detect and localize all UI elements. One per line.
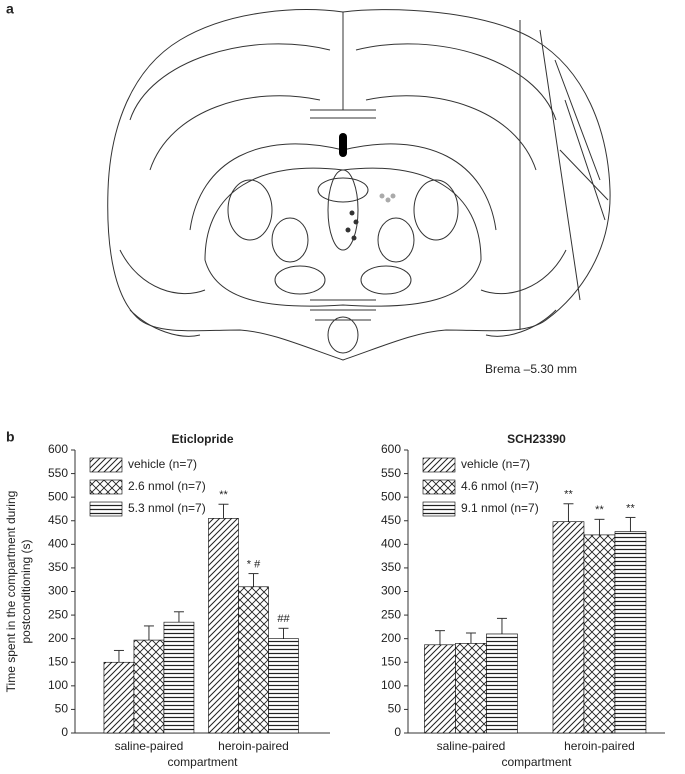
y-tick-label: 0 bbox=[61, 725, 68, 739]
legend-swatch bbox=[422, 457, 456, 473]
y-tick-label: 200 bbox=[48, 631, 68, 645]
y-tick-label: 300 bbox=[381, 584, 401, 598]
y-tick-label: 250 bbox=[48, 607, 68, 621]
chart-title: SCH23390 bbox=[507, 432, 566, 446]
x-tick-label: saline-paired bbox=[115, 739, 184, 753]
significance-label: * # bbox=[247, 558, 261, 570]
legend-label: 4.6 nmol (n=7) bbox=[461, 479, 539, 493]
x-axis-label: compartment bbox=[501, 755, 572, 769]
y-tick-label: 500 bbox=[48, 489, 68, 503]
bar bbox=[552, 521, 585, 734]
bar bbox=[455, 643, 487, 734]
chart-title: Eticlopride bbox=[171, 432, 233, 446]
y-tick-label: 450 bbox=[381, 513, 401, 527]
legend-label: 5.3 nmol (n=7) bbox=[128, 501, 206, 515]
significance-label: ## bbox=[277, 613, 290, 625]
significance-label: ** bbox=[564, 489, 573, 501]
y-tick-label: 400 bbox=[48, 537, 68, 551]
bar bbox=[268, 638, 299, 734]
legend-swatch bbox=[422, 501, 456, 517]
legend-swatch bbox=[89, 501, 123, 517]
bar bbox=[163, 621, 195, 734]
y-tick-label: 350 bbox=[381, 560, 401, 574]
bar bbox=[208, 518, 239, 734]
panel-label: b bbox=[6, 429, 15, 445]
x-axis-label: compartment bbox=[167, 755, 238, 769]
y-tick-label: 350 bbox=[48, 560, 68, 574]
y-tick-label: 300 bbox=[48, 584, 68, 598]
y-axis-label: Time spent in the compartment during bbox=[4, 491, 18, 693]
bar bbox=[103, 661, 135, 734]
y-tick-label: 550 bbox=[381, 466, 401, 480]
legend-swatch bbox=[89, 479, 123, 495]
y-tick-label: 600 bbox=[48, 442, 68, 456]
x-tick-label: heroin-paired bbox=[218, 739, 289, 753]
x-tick-label: heroin-paired bbox=[564, 739, 635, 753]
y-tick-label: 0 bbox=[394, 725, 401, 739]
y-tick-label: 50 bbox=[388, 702, 402, 716]
panel-label: a bbox=[6, 1, 14, 17]
y-tick-label: 550 bbox=[48, 466, 68, 480]
y-tick-label: 600 bbox=[381, 442, 401, 456]
y-tick-label: 200 bbox=[381, 631, 401, 645]
significance-label: ** bbox=[595, 504, 604, 516]
legend-label: 9.1 nmol (n=7) bbox=[461, 501, 539, 515]
y-tick-label: 500 bbox=[381, 489, 401, 503]
y-axis-label: postconditioning (s) bbox=[19, 539, 33, 643]
legend-label: 2.6 nmol (n=7) bbox=[128, 479, 206, 493]
y-tick-label: 150 bbox=[381, 654, 401, 668]
x-tick-label: saline-paired bbox=[437, 739, 506, 753]
bar bbox=[238, 586, 269, 734]
bar bbox=[424, 644, 456, 734]
bar bbox=[614, 531, 647, 734]
diagram-caption: Brema –5.30 mm bbox=[485, 362, 577, 376]
legend-label: vehicle (n=7) bbox=[461, 457, 530, 471]
y-tick-label: 100 bbox=[48, 678, 68, 692]
bar bbox=[133, 639, 165, 734]
y-tick-label: 450 bbox=[48, 513, 68, 527]
y-tick-label: 400 bbox=[381, 537, 401, 551]
legend-swatch bbox=[89, 457, 123, 473]
significance-label: ** bbox=[219, 489, 228, 501]
legend-label: vehicle (n=7) bbox=[128, 457, 197, 471]
bar bbox=[486, 633, 518, 734]
significance-label: ** bbox=[626, 502, 635, 514]
y-tick-label: 250 bbox=[381, 607, 401, 621]
y-tick-label: 50 bbox=[55, 702, 69, 716]
y-tick-label: 150 bbox=[48, 654, 68, 668]
bar bbox=[583, 534, 616, 734]
brain-diagram bbox=[107, 9, 611, 361]
legend-swatch bbox=[422, 479, 456, 495]
y-tick-label: 100 bbox=[381, 678, 401, 692]
